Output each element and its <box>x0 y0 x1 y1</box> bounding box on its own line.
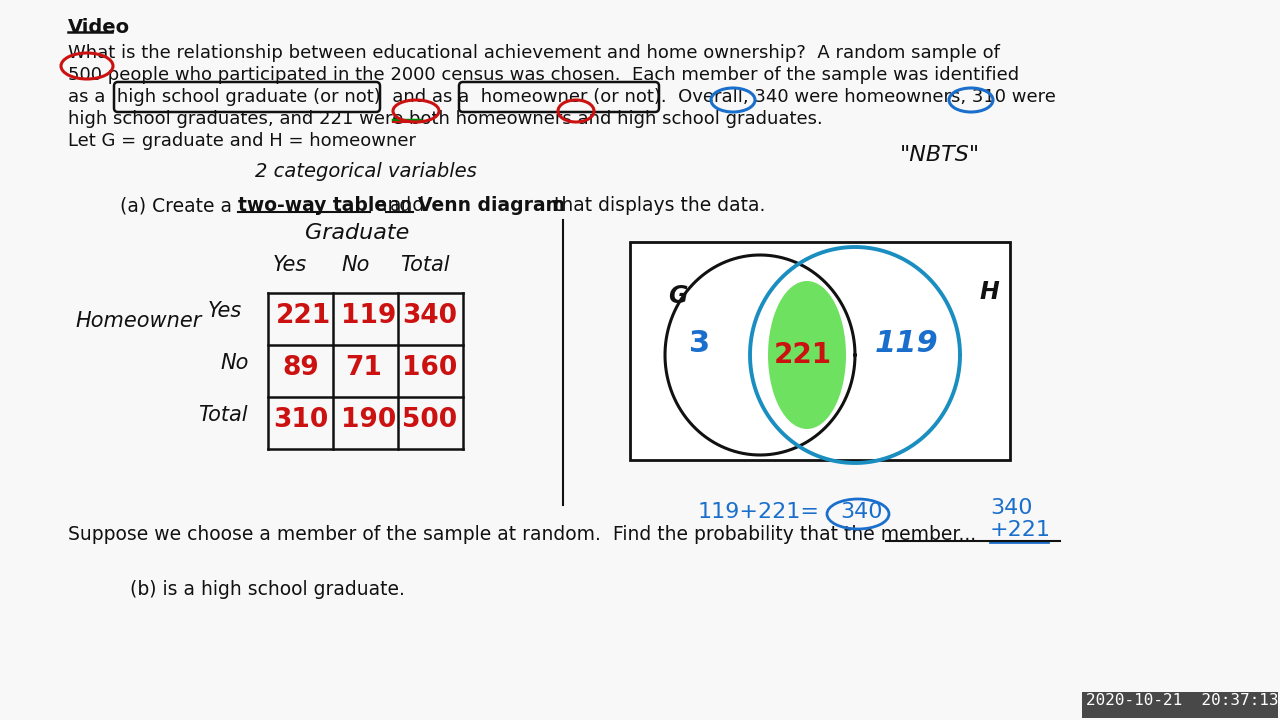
Text: 190: 190 <box>340 407 397 433</box>
Text: 119: 119 <box>876 328 938 358</box>
Text: Yes: Yes <box>207 301 242 321</box>
Text: Let G = graduate and H = homeowner: Let G = graduate and H = homeowner <box>68 132 416 150</box>
Text: 119: 119 <box>340 303 397 329</box>
Text: 340: 340 <box>840 502 882 522</box>
Text: No: No <box>340 255 370 275</box>
Text: 71: 71 <box>346 355 381 381</box>
Text: 310: 310 <box>273 407 328 433</box>
Text: What is the relationship between educational achievement and home ownership?  A : What is the relationship between educati… <box>68 44 1000 62</box>
Text: "NBTS": "NBTS" <box>900 145 980 165</box>
Text: two-way table: two-way table <box>238 196 387 215</box>
Text: 89: 89 <box>282 355 319 381</box>
Text: Graduate: Graduate <box>305 223 410 243</box>
Text: Total: Total <box>399 255 449 275</box>
Text: and: and <box>370 196 417 215</box>
Text: G: G <box>668 284 687 308</box>
Text: 160: 160 <box>402 355 457 381</box>
Ellipse shape <box>768 281 846 429</box>
Text: 340: 340 <box>402 303 457 329</box>
Text: Venn diagram: Venn diagram <box>419 196 566 215</box>
Text: Yes: Yes <box>273 255 307 275</box>
Text: Suppose we choose a member of the sample at random.  Find the probability that t: Suppose we choose a member of the sample… <box>68 525 977 544</box>
Text: that displays the data.: that displays the data. <box>548 196 765 215</box>
Bar <box>1082 692 1277 718</box>
Text: Total: Total <box>198 405 247 425</box>
Text: Homeowner: Homeowner <box>76 311 201 331</box>
Text: H: H <box>980 280 1000 304</box>
Text: 221: 221 <box>774 341 832 369</box>
Text: high school graduates, and 221 were both homeowners and high school graduates.: high school graduates, and 221 were both… <box>68 110 823 128</box>
Text: (b) is a high school graduate.: (b) is a high school graduate. <box>131 580 404 599</box>
Bar <box>630 242 1010 460</box>
Text: 340: 340 <box>989 498 1033 518</box>
Text: 500: 500 <box>402 407 457 433</box>
Text: 221: 221 <box>276 303 332 329</box>
Text: Video: Video <box>68 18 131 37</box>
Text: 119+221=: 119+221= <box>698 502 820 522</box>
Text: No: No <box>220 353 248 373</box>
Text: as a  high school graduate (or not)  and as a  homeowner (or not).  Overall, 340: as a high school graduate (or not) and a… <box>68 88 1056 106</box>
Text: +221: +221 <box>989 520 1051 540</box>
Text: 2020-10-21  20:37:13: 2020-10-21 20:37:13 <box>1085 693 1279 708</box>
Text: 500 people who participated in the 2000 census was chosen.  Each member of the s: 500 people who participated in the 2000 … <box>68 66 1019 84</box>
Text: and: and <box>390 196 425 215</box>
Text: 2 categorical variables: 2 categorical variables <box>255 162 476 181</box>
Text: (a) Create a: (a) Create a <box>120 196 238 215</box>
Text: 3: 3 <box>690 328 710 358</box>
